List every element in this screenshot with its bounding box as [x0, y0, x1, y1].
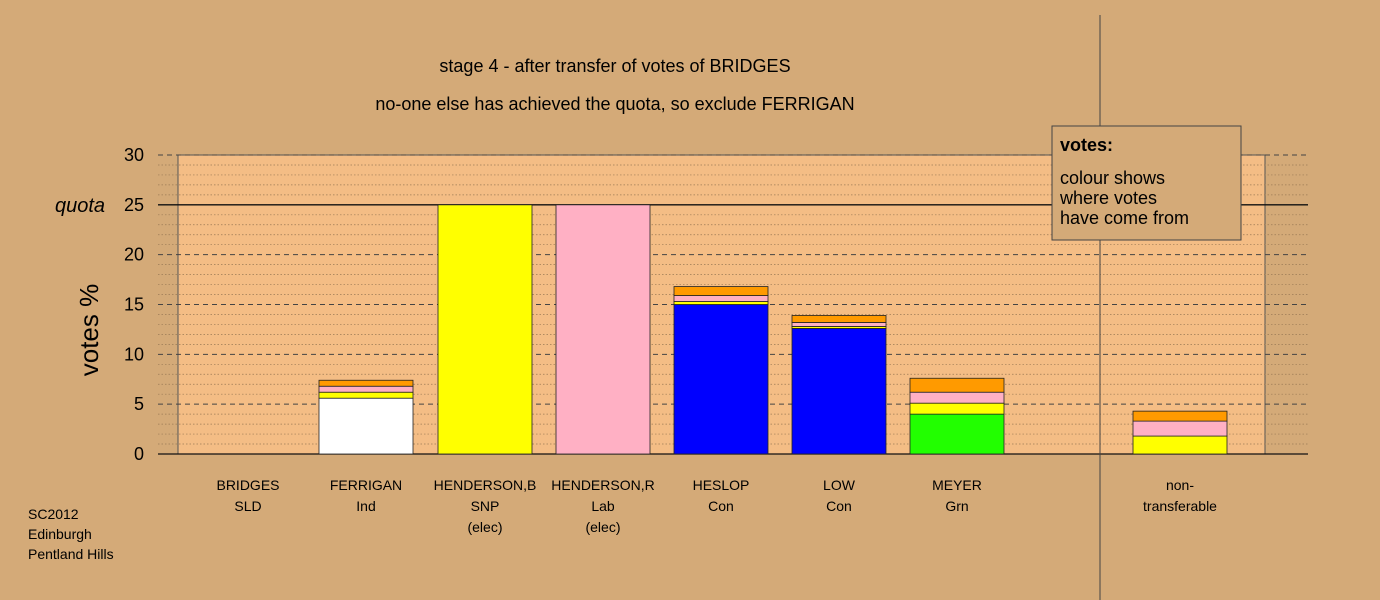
category-label: FERRIGAN	[330, 477, 402, 493]
bar-segment	[909, 391, 1005, 404]
y-tick-label: 10	[124, 344, 144, 364]
bar-segment	[791, 328, 887, 455]
bar-segment	[437, 204, 533, 455]
bar-segment	[909, 413, 1005, 455]
category-label: HENDERSON,B	[434, 477, 537, 493]
footnote-line-3: Pentland Hills	[28, 546, 114, 562]
bar-segment	[318, 397, 414, 455]
chart-subtitle: no-one else has achieved the quota, so e…	[375, 94, 854, 114]
footnote-line-2: Edinburgh	[28, 526, 92, 542]
category-label: non-	[1166, 477, 1194, 493]
y-tick-label: 20	[124, 245, 144, 265]
category-label: HENDERSON,R	[551, 477, 654, 493]
category-label: Con	[826, 498, 852, 514]
legend-box: votes: colour shows where votes have com…	[1051, 125, 1242, 241]
bar-segment	[673, 295, 769, 302]
y-tick-label: 15	[124, 295, 144, 315]
category-label: Con	[708, 498, 734, 514]
legend-frame	[1051, 125, 1242, 241]
category-label: (elec)	[467, 519, 502, 535]
legend-title: votes:	[1060, 135, 1113, 155]
bar-segment	[909, 402, 1005, 415]
bar-segment	[673, 286, 769, 296]
category-label: LOW	[823, 477, 856, 493]
category-label: Grn	[945, 498, 968, 514]
legend-line-3: have come from	[1060, 208, 1189, 228]
bar-segment	[791, 315, 887, 323]
category-label: BRIDGES	[216, 477, 279, 493]
bar-segment	[791, 322, 887, 327]
bar-segment	[1132, 410, 1228, 422]
y-axis-ticks: 0 5 10 15 20 25 30	[124, 145, 144, 464]
y-axis-label: votes %	[74, 284, 104, 377]
quota-label: quota	[55, 195, 105, 217]
y-tick-label: 25	[124, 195, 144, 215]
legend-line-1: colour shows	[1060, 168, 1165, 188]
bar-segment	[555, 204, 651, 455]
bar-segment	[318, 385, 414, 393]
category-label: HESLOP	[693, 477, 750, 493]
bar-segment	[318, 391, 414, 399]
bar-segment	[673, 304, 769, 455]
category-label: transferable	[1143, 498, 1217, 514]
category-label: (elec)	[585, 519, 620, 535]
chart-title: stage 4 - after transfer of votes of BRI…	[439, 56, 790, 76]
y-tick-label: 30	[124, 145, 144, 165]
bar-segment	[909, 377, 1005, 393]
category-labels: BRIDGES SLD FERRIGAN Ind HENDERSON,B SNP (elec…	[216, 477, 1217, 535]
category-label: SNP	[471, 498, 500, 514]
footnote-line-1: SC2012	[28, 506, 79, 522]
bar-segment	[318, 379, 414, 387]
category-label: SLD	[234, 498, 261, 514]
y-tick-label: 0	[134, 444, 144, 464]
bars	[318, 204, 1228, 455]
category-label: MEYER	[932, 477, 982, 493]
category-label: Ind	[356, 498, 375, 514]
y-tick-label: 5	[134, 394, 144, 414]
category-label: Lab	[591, 498, 615, 514]
bar-segment	[673, 301, 769, 305]
bar-segment	[1132, 435, 1228, 455]
legend-line-2: where votes	[1059, 188, 1157, 208]
bar-segment	[1132, 420, 1228, 437]
